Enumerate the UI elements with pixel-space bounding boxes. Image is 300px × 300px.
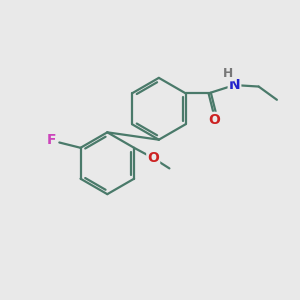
Text: O: O — [147, 151, 159, 165]
Text: H: H — [223, 68, 233, 80]
Text: O: O — [208, 113, 220, 127]
Text: N: N — [229, 78, 240, 92]
Text: F: F — [46, 133, 56, 146]
